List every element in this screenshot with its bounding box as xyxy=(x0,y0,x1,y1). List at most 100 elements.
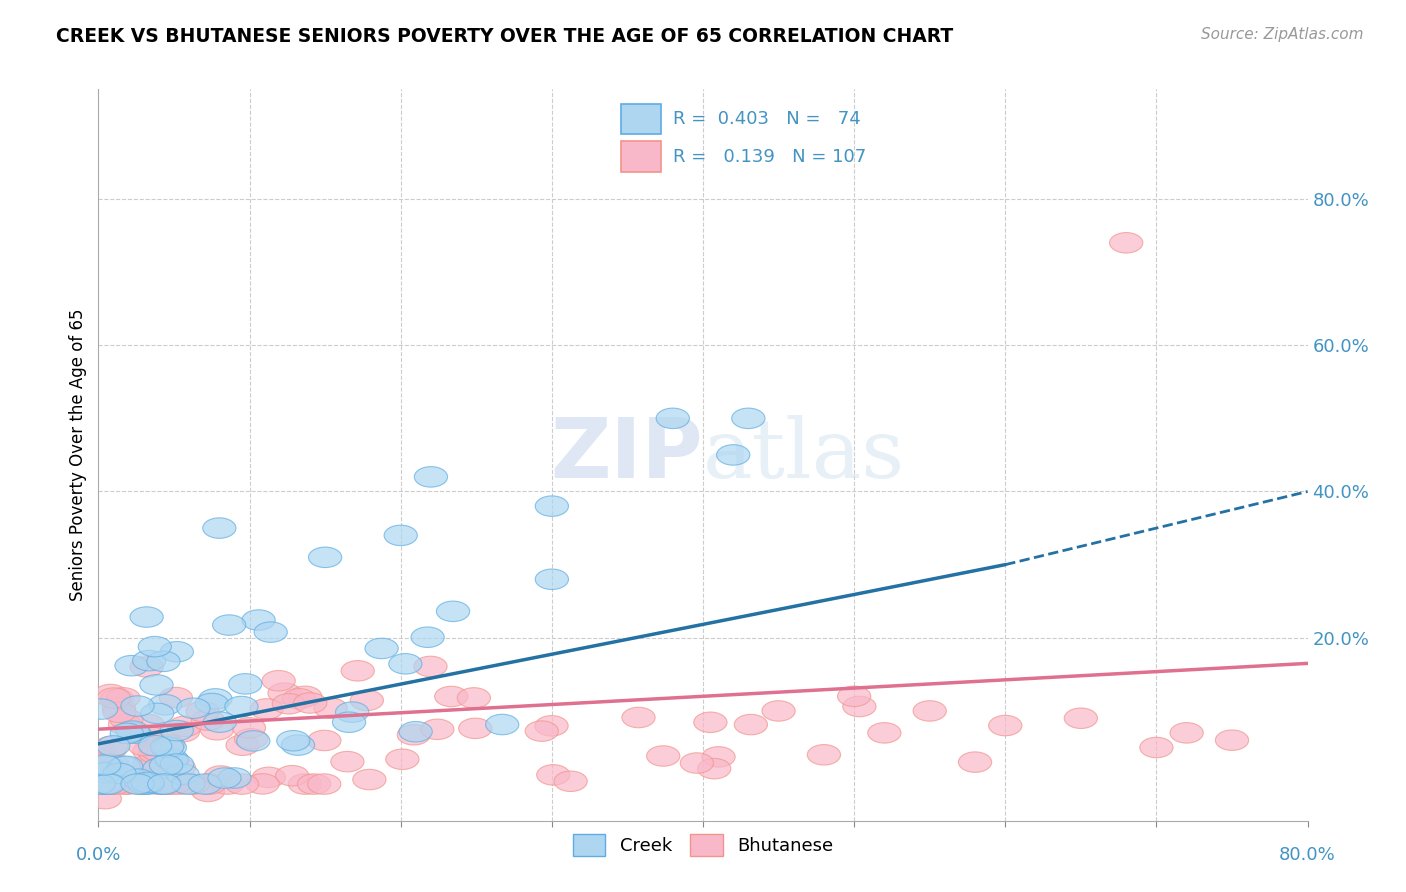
FancyBboxPatch shape xyxy=(621,103,661,134)
Ellipse shape xyxy=(153,774,186,794)
Ellipse shape xyxy=(353,769,387,789)
Ellipse shape xyxy=(988,715,1022,736)
Ellipse shape xyxy=(226,735,259,756)
Ellipse shape xyxy=(97,736,129,756)
Ellipse shape xyxy=(458,718,492,739)
Ellipse shape xyxy=(201,720,233,740)
Ellipse shape xyxy=(534,715,568,736)
Ellipse shape xyxy=(82,774,115,794)
Ellipse shape xyxy=(1140,738,1173,757)
Ellipse shape xyxy=(246,773,280,794)
Ellipse shape xyxy=(288,774,322,794)
Ellipse shape xyxy=(91,774,125,794)
Ellipse shape xyxy=(225,697,259,717)
Text: 80.0%: 80.0% xyxy=(1279,847,1336,864)
Ellipse shape xyxy=(156,750,188,771)
Ellipse shape xyxy=(276,765,309,786)
Ellipse shape xyxy=(169,716,201,737)
Ellipse shape xyxy=(138,636,172,657)
Ellipse shape xyxy=(204,712,236,732)
Ellipse shape xyxy=(536,496,568,516)
Ellipse shape xyxy=(1064,708,1098,729)
Ellipse shape xyxy=(536,569,568,590)
Ellipse shape xyxy=(89,789,121,809)
Ellipse shape xyxy=(252,767,285,788)
Ellipse shape xyxy=(90,756,124,776)
Ellipse shape xyxy=(93,740,127,761)
Ellipse shape xyxy=(141,703,174,723)
Ellipse shape xyxy=(191,781,225,802)
Ellipse shape xyxy=(177,698,209,718)
Ellipse shape xyxy=(101,689,134,709)
Ellipse shape xyxy=(107,688,141,708)
Ellipse shape xyxy=(657,409,689,428)
Ellipse shape xyxy=(288,686,322,706)
Ellipse shape xyxy=(166,722,200,742)
Ellipse shape xyxy=(254,622,287,642)
Ellipse shape xyxy=(108,774,142,794)
Ellipse shape xyxy=(330,751,364,772)
Ellipse shape xyxy=(122,774,156,794)
Ellipse shape xyxy=(131,774,165,794)
Ellipse shape xyxy=(314,698,347,718)
Ellipse shape xyxy=(135,731,169,752)
Ellipse shape xyxy=(298,774,330,794)
Ellipse shape xyxy=(159,688,193,708)
Ellipse shape xyxy=(308,547,342,567)
Ellipse shape xyxy=(269,683,301,704)
Ellipse shape xyxy=(195,693,228,714)
Ellipse shape xyxy=(621,707,655,728)
Ellipse shape xyxy=(134,755,166,775)
Ellipse shape xyxy=(208,768,240,789)
Ellipse shape xyxy=(166,764,200,785)
Ellipse shape xyxy=(308,731,342,751)
Ellipse shape xyxy=(148,774,181,794)
Ellipse shape xyxy=(118,723,150,743)
Ellipse shape xyxy=(225,774,259,794)
Text: 0.0%: 0.0% xyxy=(76,847,121,864)
Ellipse shape xyxy=(342,661,374,681)
Text: CREEK VS BHUTANESE SENIORS POVERTY OVER THE AGE OF 65 CORRELATION CHART: CREEK VS BHUTANESE SENIORS POVERTY OVER … xyxy=(56,27,953,45)
Ellipse shape xyxy=(198,689,232,709)
Ellipse shape xyxy=(145,774,179,794)
Ellipse shape xyxy=(134,768,166,789)
Ellipse shape xyxy=(146,651,180,672)
Ellipse shape xyxy=(84,698,118,719)
Ellipse shape xyxy=(157,774,190,794)
Ellipse shape xyxy=(204,765,238,786)
Ellipse shape xyxy=(384,525,418,546)
Ellipse shape xyxy=(693,712,727,732)
Ellipse shape xyxy=(110,709,143,730)
Ellipse shape xyxy=(129,607,163,627)
Ellipse shape xyxy=(131,762,165,782)
Ellipse shape xyxy=(411,627,444,648)
Ellipse shape xyxy=(537,764,569,785)
Ellipse shape xyxy=(121,696,155,716)
Ellipse shape xyxy=(110,756,143,776)
Ellipse shape xyxy=(135,758,167,779)
Ellipse shape xyxy=(807,745,841,765)
Ellipse shape xyxy=(188,774,222,794)
Ellipse shape xyxy=(308,774,340,794)
Ellipse shape xyxy=(702,747,735,767)
Ellipse shape xyxy=(132,650,166,671)
Ellipse shape xyxy=(697,758,731,779)
Ellipse shape xyxy=(273,694,305,714)
Ellipse shape xyxy=(87,774,121,794)
Ellipse shape xyxy=(868,723,901,743)
Ellipse shape xyxy=(350,690,384,711)
Ellipse shape xyxy=(388,654,422,674)
Ellipse shape xyxy=(127,774,160,794)
Ellipse shape xyxy=(141,740,174,761)
Ellipse shape xyxy=(131,726,165,746)
Ellipse shape xyxy=(131,714,165,735)
Ellipse shape xyxy=(110,774,143,794)
Ellipse shape xyxy=(90,774,122,794)
Ellipse shape xyxy=(202,518,236,538)
Ellipse shape xyxy=(172,774,205,794)
Ellipse shape xyxy=(152,735,184,756)
Ellipse shape xyxy=(83,749,117,770)
Ellipse shape xyxy=(281,735,315,756)
Ellipse shape xyxy=(94,684,128,705)
Ellipse shape xyxy=(87,755,121,775)
